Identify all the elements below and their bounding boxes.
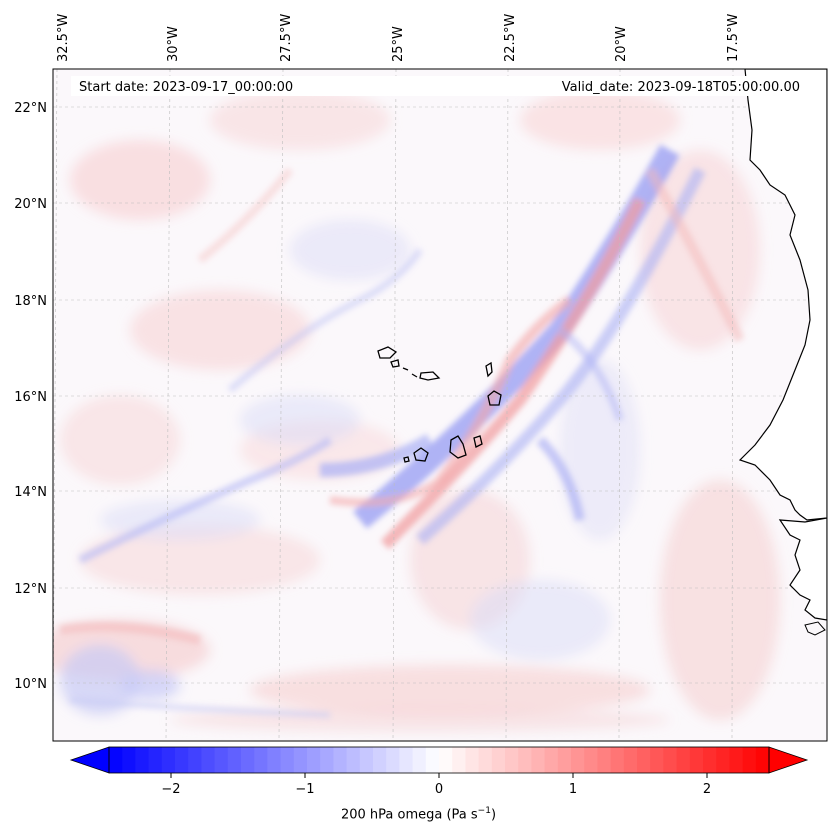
colorbar-step xyxy=(201,747,216,773)
colorbar-step xyxy=(518,747,532,773)
colorbar-step xyxy=(755,747,770,773)
graticule xyxy=(53,69,827,741)
africa-coastline-south xyxy=(778,517,827,621)
colorbar-step xyxy=(425,747,440,773)
colorbar-step xyxy=(650,747,664,773)
colorbar-step xyxy=(729,747,744,773)
colorbar-step xyxy=(307,747,321,773)
colorbar-step xyxy=(148,747,163,773)
omega-bands xyxy=(59,144,745,718)
colorbar-step xyxy=(373,747,387,773)
lon-tick-label: 17.5°W xyxy=(726,14,741,62)
lon-tick-label: 22.5°W xyxy=(503,14,518,62)
colorbar-step xyxy=(505,747,519,773)
colorbar-step xyxy=(267,747,282,773)
colorbar-step xyxy=(623,747,638,773)
colorbar-step xyxy=(386,747,400,773)
map-frame xyxy=(52,68,828,742)
lat-tick-labels: 22°N 20°N 18°N 16°N 14°N 12°N 10°N xyxy=(14,101,47,692)
lon-tick-label: 27.5°W xyxy=(279,14,294,62)
colorbar-step xyxy=(689,747,704,773)
colorbar-step xyxy=(188,747,202,773)
colorbar-step xyxy=(135,747,150,773)
colorbar-step xyxy=(584,747,598,773)
colorbar-step xyxy=(452,747,466,773)
colorbar-step xyxy=(610,747,625,773)
colorbar-step xyxy=(109,747,123,773)
colorbar-step xyxy=(333,747,348,773)
colorbar-tick-label: 2 xyxy=(703,782,711,797)
colorbar-step xyxy=(571,747,585,773)
lon-tick-label: 32.5°W xyxy=(56,14,71,62)
colorbar-tick-label: 1 xyxy=(569,782,577,797)
colorbar-step xyxy=(346,747,361,773)
colorbar-step xyxy=(399,747,414,773)
colorbar-label-close: ) xyxy=(490,807,497,823)
lat-tick-label: 16°N xyxy=(14,390,47,405)
colorbar-step xyxy=(359,747,374,773)
colorbar-step xyxy=(293,747,308,773)
colorbar-step xyxy=(241,747,255,773)
colorbar-step xyxy=(254,747,268,773)
colorbar-step xyxy=(161,747,176,773)
valid-date-label: Valid_date: 2023-09-18T05:00:00.00 xyxy=(562,80,800,95)
colorbar-step xyxy=(676,747,691,773)
map-panel xyxy=(53,69,827,741)
colorbar-label: 200 hPa omega (Pa s−1) xyxy=(0,806,837,822)
colorbar-step xyxy=(227,747,242,773)
colorbar-step xyxy=(742,747,757,773)
colorbar-step xyxy=(703,747,717,773)
lat-tick-label: 10°N xyxy=(14,677,47,692)
colorbar-step xyxy=(280,747,295,773)
colorbar: −2 −1 0 1 2 xyxy=(69,746,809,797)
colorbar-label-text: 200 hPa omega (Pa s xyxy=(340,807,478,823)
colorbar-extend-max xyxy=(768,746,809,774)
colorbar-extend-min xyxy=(69,746,110,774)
colorbar-step xyxy=(439,747,453,773)
colorbar-step xyxy=(175,747,189,773)
lat-tick-label: 20°N xyxy=(14,197,47,212)
colorbar-step xyxy=(465,747,480,773)
lat-tick-label: 22°N xyxy=(14,101,47,116)
colorbar-step xyxy=(320,747,334,773)
colorbar-step xyxy=(597,747,612,773)
colorbar-step xyxy=(214,747,229,773)
lat-tick-label: 14°N xyxy=(14,485,47,500)
colorbar-step xyxy=(478,747,493,773)
colorbar-ticks xyxy=(170,773,708,778)
lon-tick-label: 30°W xyxy=(166,26,181,62)
start-date-label: Start date: 2023-09-17_00:00:00 xyxy=(79,80,293,95)
date-banner xyxy=(71,76,809,96)
cape-verde-islands xyxy=(377,346,502,463)
colorbar-step xyxy=(491,747,506,773)
colorbar-tick-label: −1 xyxy=(295,782,314,797)
colorbar-tick-label: 0 xyxy=(435,782,443,797)
africa-coastline xyxy=(738,69,827,521)
lat-tick-label: 12°N xyxy=(14,582,47,597)
lon-tick-label: 20°W xyxy=(614,26,629,62)
colorbar-steps xyxy=(109,747,770,773)
lon-tick-labels: 32.5°W 30°W 27.5°W 25°W 22.5°W 20°W 17.5… xyxy=(56,14,741,62)
colorbar-step xyxy=(716,747,730,773)
colorbar-step xyxy=(412,747,427,773)
lon-tick-label: 25°W xyxy=(391,26,406,62)
colorbar-step xyxy=(557,747,572,773)
colorbar-step xyxy=(122,747,136,773)
colorbar-step xyxy=(531,747,546,773)
colorbar-step xyxy=(637,747,651,773)
colorbar-step xyxy=(663,747,678,773)
colorbar-step xyxy=(544,747,559,773)
colorbar-label-exponent: −1 xyxy=(477,806,491,816)
lat-tick-label: 18°N xyxy=(14,294,47,309)
colorbar-tick-label: −2 xyxy=(161,782,180,797)
